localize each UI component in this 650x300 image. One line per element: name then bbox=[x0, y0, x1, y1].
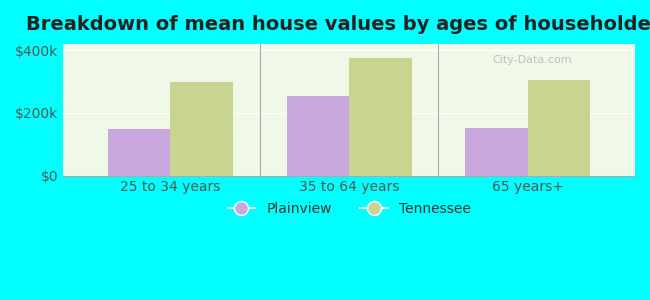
Text: City-Data.com: City-Data.com bbox=[492, 55, 572, 65]
Bar bbox=[287, 96, 349, 176]
Legend: Plainview, Tennessee: Plainview, Tennessee bbox=[222, 196, 476, 221]
Bar bbox=[528, 80, 590, 176]
Bar bbox=[170, 82, 233, 176]
Title: Breakdown of mean house values by ages of householders: Breakdown of mean house values by ages o… bbox=[26, 15, 650, 34]
Bar bbox=[465, 128, 528, 176]
Bar bbox=[108, 128, 170, 176]
Bar bbox=[349, 58, 411, 176]
